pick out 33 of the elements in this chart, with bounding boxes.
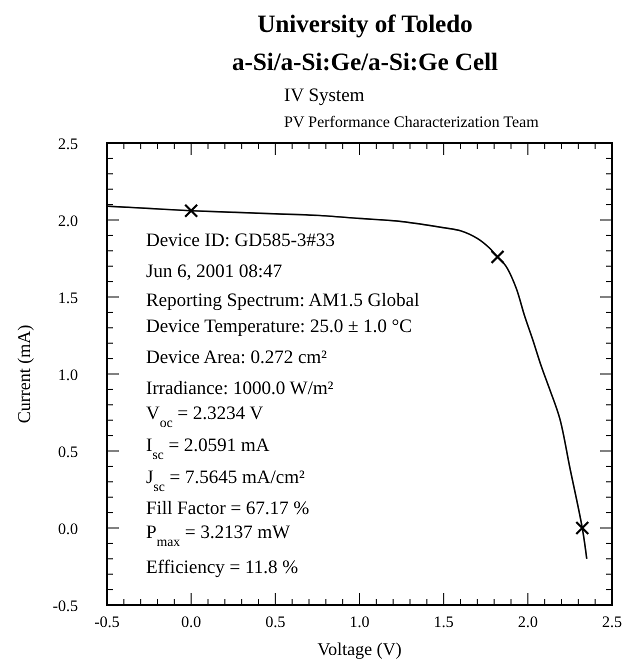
y-tick-label: -0.5 [52, 598, 78, 615]
annotation: J$_{sc}$ = 7.5645 mA/cm² [146, 467, 306, 494]
point [575, 520, 590, 536]
x-axis-title: Voltage (V) [317, 639, 402, 659]
annotation: Device Temperature: 25.0 ± 1.0 °C [146, 316, 412, 337]
y-tick-label: 2.0 [58, 213, 78, 230]
chart-subtitle: IV System PV Performance Characterization Team [284, 85, 540, 131]
y-tick-label: 0.0 [58, 521, 78, 538]
annotation: Fill Factor = 67.17 % [146, 498, 310, 519]
x-tick-label: 1.0 [350, 614, 370, 631]
annotation: Jun 6, 2001 08:47 [146, 261, 282, 282]
annotation: I$_{sc}$ = 2.0591 mA [146, 435, 270, 462]
y-tick-label: 0.5 [58, 444, 78, 461]
chart-title: University of Toledo a-Si/a-Si:Ge/a-Si:Ge Cell [232, 11, 498, 76]
y-axis-title: Current (mA) [14, 324, 34, 424]
point [490, 250, 505, 264]
y-tick-label: 1.5 [58, 290, 78, 307]
x-tick-label: 0.5 [265, 614, 286, 631]
x-tick-label: 0.0 [181, 614, 202, 631]
point [184, 204, 198, 218]
y-tick-label: 2.5 [58, 136, 78, 153]
annotation: Reporting Spectrum: AM1.5 Global [146, 290, 420, 311]
annotation: Device Area: 0.272 cm² [146, 347, 328, 368]
y-tick-label: 1.0 [58, 367, 78, 384]
x-tick-label: 2.5 [602, 614, 622, 631]
annotation: Irradiance: 1000.0 W/m² [146, 378, 334, 399]
x-tick-label: 1.5 [434, 614, 454, 631]
text: -0.5 [94, 614, 120, 631]
annotation: P$_{max}$ = 3.2137 mW [146, 522, 290, 548]
annotation: Efficiency = 11.8 % [146, 557, 298, 578]
annotation: V$_{oc}$ = 2.3234 V [146, 403, 264, 430]
x-tick-label: 2.0 [518, 614, 538, 631]
annotation: Device ID: GD585-3#33 [146, 230, 335, 251]
